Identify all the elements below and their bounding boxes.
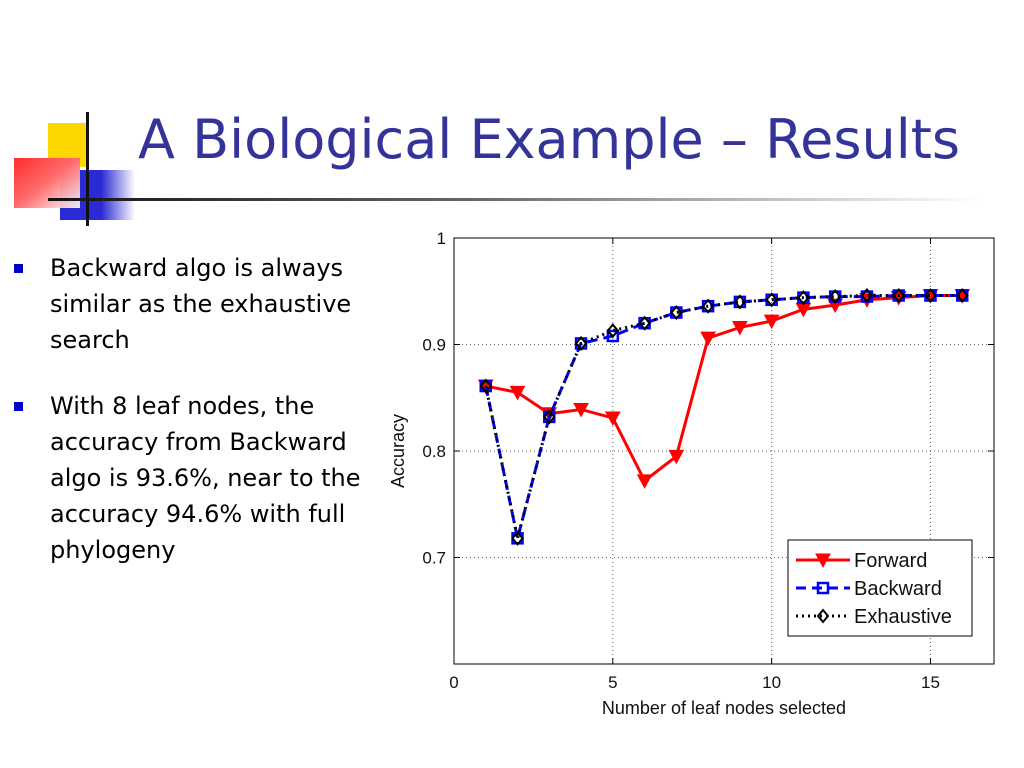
vertical-rule	[86, 112, 89, 226]
forward-point	[732, 320, 748, 336]
exhaustive-point	[479, 378, 493, 394]
slide-title: A Biological Example – Results	[138, 108, 961, 171]
legend-label-forward: Forward	[854, 550, 927, 572]
forward-point	[700, 331, 716, 347]
exhaustive-point	[701, 298, 715, 314]
x-tick-label: 10	[762, 673, 781, 692]
exhaustive-point	[670, 304, 683, 321]
exhaustive-point	[574, 335, 588, 351]
exhaustive-point	[765, 292, 778, 308]
exhaustive-point	[892, 287, 906, 304]
bullet-list: Backward algo is always similar as the e…	[14, 250, 384, 598]
exhaustive-point	[733, 294, 747, 310]
exhaustive-point	[542, 409, 556, 425]
x-tick-label: 5	[608, 673, 617, 692]
x-axis-label: Number of leaf nodes selected	[602, 698, 846, 718]
legend-label-exhaustive: Exhaustive	[854, 606, 952, 628]
forward-point	[636, 474, 653, 489]
y-tick-label: 0.8	[422, 442, 446, 461]
bullet-text-2: With 8 leaf nodes, the accuracy from Bac…	[50, 392, 361, 564]
x-tick-label: 15	[921, 673, 940, 692]
legend-label-backward: Backward	[854, 578, 942, 600]
exhaustive-point	[511, 530, 524, 546]
backward-series-line	[484, 294, 963, 539]
y-axis-label: Accuracy	[388, 414, 408, 488]
y-tick-label: 0.9	[422, 336, 446, 355]
title-underline	[48, 198, 980, 201]
exhaustive-point	[955, 287, 969, 304]
accuracy-line-chart: 0 5 10 15 0.7 0.8 0.9 1 Number of leaf nodes sel…	[388, 229, 995, 718]
forward-point	[573, 402, 589, 418]
bullet-item-1: Backward algo is always similar as the e…	[14, 250, 384, 358]
forward-point	[604, 411, 621, 427]
exhaustive-point	[924, 287, 937, 304]
backward-point	[606, 329, 620, 343]
forward-point	[668, 449, 685, 465]
legend-marker-backward	[816, 581, 830, 595]
square-bullet-icon	[14, 264, 23, 273]
exhaustive-point	[797, 290, 810, 306]
legend-marker-exhaustive	[816, 608, 830, 624]
bullet-text-1: Backward algo is always similar as the e…	[50, 254, 352, 354]
x-tick-label: 0	[449, 673, 458, 692]
square-bullet-icon	[14, 402, 23, 411]
exhaustive-point	[606, 323, 620, 339]
exhaustive-point	[860, 287, 874, 304]
y-tick-label: 1	[437, 229, 446, 248]
y-tick-label: 0.7	[422, 549, 446, 568]
forward-point	[763, 314, 780, 330]
bullet-item-2: With 8 leaf nodes, the accuracy from Bac…	[14, 388, 384, 568]
exhaustive-point	[828, 289, 842, 305]
forward-series-line	[485, 294, 963, 484]
forward-point	[509, 385, 526, 401]
exhaustive-point	[638, 315, 651, 331]
legend-marker-forward	[815, 553, 831, 569]
